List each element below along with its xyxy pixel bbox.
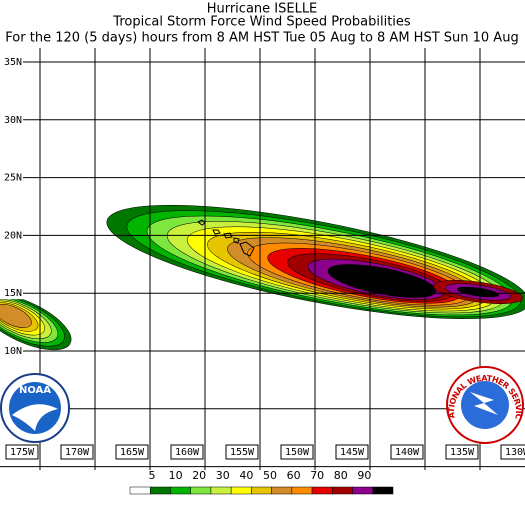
logo-bird [12,404,58,431]
legend-swatch [271,486,293,495]
island [223,232,233,239]
legend-swatch [149,486,171,495]
legend-label: 40 [239,469,253,482]
lon-label-box [445,444,479,460]
island [233,237,240,244]
lat-label-box [0,171,23,184]
lat-label: 25N [4,173,22,184]
contour-band [327,264,437,298]
lon-label: 160W [175,447,200,458]
legend-swatch [352,486,374,495]
lon-label-box [500,444,525,460]
legend-label: 10 [169,469,183,482]
legend-swatch [311,486,333,495]
legend-swatch [170,486,191,495]
contour-band [456,286,500,298]
lon-label-box [60,444,94,460]
noaa-logo: NOAA [0,373,70,443]
legend-label: 30 [216,469,230,482]
lon-label: 150W [285,447,310,458]
lat-label: 30N [4,115,22,126]
legend-swatch [251,486,272,495]
lon-label-box [115,444,149,460]
legend-label: 20 [192,469,206,482]
lon-label: 140W [395,447,420,458]
lon-label-box [390,444,424,460]
lon-label-box [5,444,39,460]
title: Hurricane ISELLE [207,2,318,17]
lon-label: 175W [10,447,35,458]
lat-label: 20N [4,230,22,241]
legend-label: 90 [357,469,371,482]
logo-bolt [470,392,498,415]
subtitle: Tropical Storm Force Wind Speed Probabil… [112,15,411,30]
lon-label: 165W [120,447,145,458]
contour-band [0,304,32,328]
lon-label: 155W [230,447,255,458]
lon-label-box [225,444,259,460]
legend-swatch [230,486,252,495]
legend-label: 70 [310,469,324,482]
lon-label-box [280,444,314,460]
lat-label-box [0,287,23,300]
legend: 5 10 20 30 40 50 60 70 80 90 [129,469,394,495]
lat-label: 15N [4,288,22,299]
lon-label: 130W [505,447,525,458]
grid: 35N 30N 25N 20N 15N 10N 175W 170W 165W 160W 155W 15… [0,48,525,470]
legend-label: 60 [287,469,301,482]
noaa-text: NOAA [19,385,51,396]
legend-swatch [190,486,212,495]
lat-label: 10N [4,346,22,357]
lat-label-box [0,56,23,68]
legend-swatch [372,486,394,495]
lat-label: 35N [4,57,22,68]
lat-label-box [0,113,23,126]
legend-swatch [291,486,313,495]
legend-label: 50 [263,469,277,482]
legend-label: 80 [334,469,348,482]
lon-label: 170W [65,447,90,458]
islands [197,219,255,257]
period: For the 120 (5 days) hours from 8 AM HST… [5,31,518,46]
legend-swatch [129,486,151,495]
lon-label: 145W [340,447,365,458]
island [239,241,255,257]
legend-swatch [332,486,353,495]
lat-label-box [0,345,23,357]
legend-label: 5 [149,469,156,482]
island [212,229,221,235]
lat-label-box [0,229,23,242]
island [197,219,206,226]
lon-label: 135W [450,447,475,458]
lon-label-box [335,444,369,460]
legend-swatch [210,486,232,495]
lon-label-box [170,444,204,460]
